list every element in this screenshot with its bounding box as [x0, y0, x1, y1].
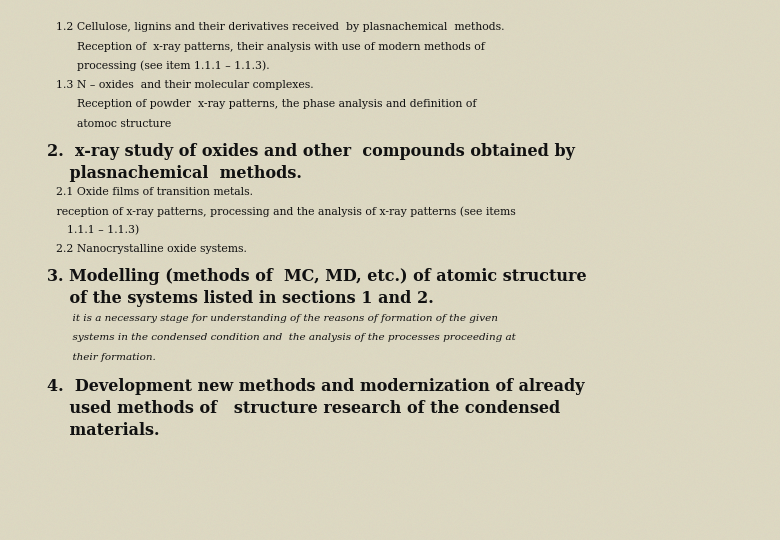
- Text: atomoc structure: atomoc structure: [70, 119, 172, 129]
- Text: Reception of powder  x-ray patterns, the phase analysis and definition of: Reception of powder x-ray patterns, the …: [70, 99, 477, 110]
- Text: 1.1.1 – 1.1.3): 1.1.1 – 1.1.3): [53, 225, 140, 235]
- Text: their formation.: their formation.: [66, 353, 156, 362]
- Text: plasnachemical  methods.: plasnachemical methods.: [47, 165, 302, 181]
- Text: 1.2 Cellulose, lignins and their derivatives received  by plasnachemical  method: 1.2 Cellulose, lignins and their derivat…: [56, 22, 505, 32]
- Text: used methods of   structure research of the condensed: used methods of structure research of th…: [47, 400, 560, 417]
- Text: 2.2 Nanocrystalline oxide systems.: 2.2 Nanocrystalline oxide systems.: [56, 244, 247, 254]
- Text: 2.1 Oxide films of transition metals.: 2.1 Oxide films of transition metals.: [56, 187, 254, 197]
- Text: systems in the condensed condition and  the analysis of the processes proceeding: systems in the condensed condition and t…: [66, 333, 516, 342]
- Text: materials.: materials.: [47, 422, 159, 439]
- Text: reception of x-ray patterns, processing and the analysis of x-ray patterns (see : reception of x-ray patterns, processing …: [53, 206, 516, 217]
- Text: 4.  Development new methods and modernization of already: 4. Development new methods and moderniza…: [47, 378, 584, 395]
- Text: processing (see item 1.1.1 – 1.1.3).: processing (see item 1.1.1 – 1.1.3).: [70, 60, 270, 71]
- Text: 1.3 N – oxides  and their molecular complexes.: 1.3 N – oxides and their molecular compl…: [56, 80, 314, 90]
- Text: 2.  x-ray study of oxides and other  compounds obtained by: 2. x-ray study of oxides and other compo…: [47, 143, 575, 159]
- Text: it is a necessary stage for understanding of the reasons of formation of the giv: it is a necessary stage for understandin…: [66, 314, 498, 323]
- Text: 3. Modelling (methods of  MC, MD, etc.) of atomic structure: 3. Modelling (methods of MC, MD, etc.) o…: [47, 268, 587, 285]
- Text: Reception of  x-ray patterns, their analysis with use of modern methods of: Reception of x-ray patterns, their analy…: [70, 42, 485, 52]
- Text: of the systems listed in sections 1 and 2.: of the systems listed in sections 1 and …: [47, 290, 434, 307]
